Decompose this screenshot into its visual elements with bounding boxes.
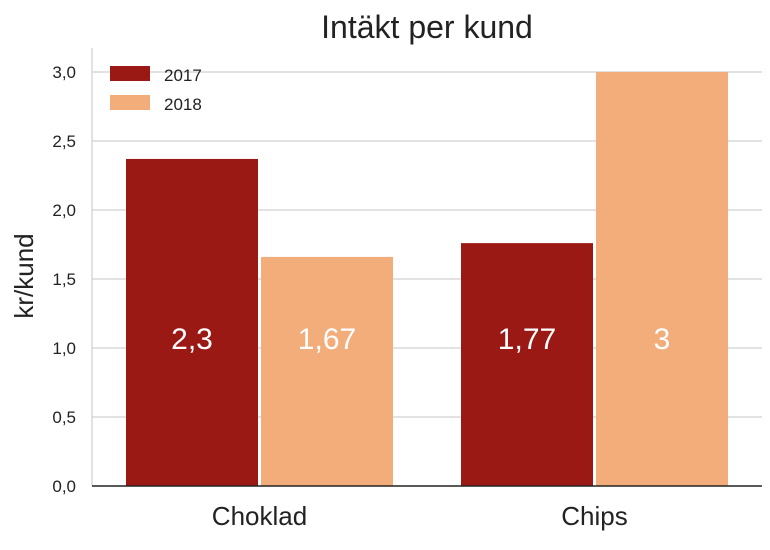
data-label: 3 xyxy=(654,323,671,356)
legend-swatch-2018 xyxy=(110,95,150,110)
y-tick-label: 0,5 xyxy=(52,408,76,427)
bar-2018-chips xyxy=(596,72,728,486)
data-labels: 2,3 1,67 1,77 3 xyxy=(171,323,670,356)
x-tick-label: Chips xyxy=(561,501,627,531)
data-label: 2,3 xyxy=(171,323,213,356)
bars xyxy=(126,72,728,486)
legend-label-2018: 2018 xyxy=(164,95,202,114)
legend-label-2017: 2017 xyxy=(164,66,202,85)
y-tick-label: 3,0 xyxy=(52,63,76,82)
x-tick-label: Choklad xyxy=(212,501,307,531)
legend: 2017 2018 xyxy=(110,66,202,114)
bar-2017-chips xyxy=(461,243,593,486)
y-tick-label: 1,0 xyxy=(52,339,76,358)
bar-2017-choklad xyxy=(126,158,258,486)
y-tick-label: 2,5 xyxy=(52,132,76,151)
bar-2018-choklad xyxy=(261,256,393,486)
chart-title: Intäkt per kund xyxy=(321,9,533,45)
y-tick-label: 0,0 xyxy=(52,477,76,496)
y-axis-label: kr/kund xyxy=(9,233,39,318)
legend-swatch-2017 xyxy=(110,66,150,81)
axes: 0,0 0,5 1,0 1,5 2,0 2,5 3,0 Choklad Chips xyxy=(52,48,762,531)
data-label: 1,77 xyxy=(498,323,556,356)
data-label: 1,67 xyxy=(298,323,356,356)
y-tick-label: 1,5 xyxy=(52,270,76,289)
y-tick-label: 2,0 xyxy=(52,201,76,220)
